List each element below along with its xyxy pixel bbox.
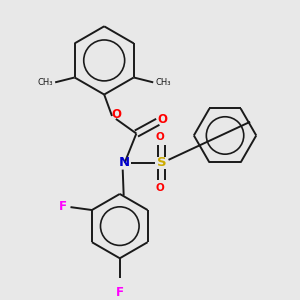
Text: F: F	[58, 200, 67, 213]
Text: S: S	[157, 156, 166, 169]
Text: CH₃: CH₃	[155, 78, 171, 87]
Text: O: O	[155, 183, 164, 193]
Text: F: F	[116, 286, 124, 298]
Text: O: O	[155, 132, 164, 142]
Text: CH₃: CH₃	[38, 78, 53, 87]
Text: O: O	[158, 113, 168, 126]
Text: N: N	[119, 156, 130, 169]
Text: O: O	[112, 107, 122, 121]
